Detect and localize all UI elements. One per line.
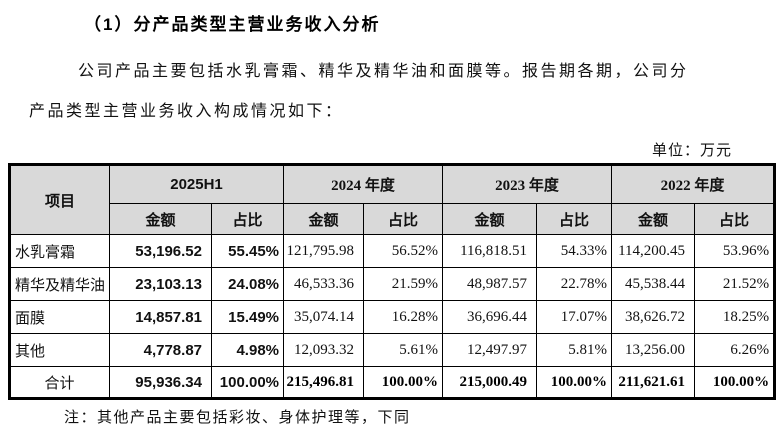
amount-cell: 215,000.49 xyxy=(442,366,538,399)
ratio-cell: 56.52% xyxy=(363,234,444,268)
amount-cell: 35,074.14 xyxy=(283,300,365,334)
period-header-2025h1: 2025H1 xyxy=(108,164,285,204)
row-label: 水乳膏霜 xyxy=(9,234,110,268)
unit-label: 单位：万元 xyxy=(652,143,733,159)
ratio-cell: 100.00% xyxy=(536,366,613,399)
col-header-ratio: 占比 xyxy=(536,203,613,235)
ratio-cell: 21.52% xyxy=(694,267,776,301)
ratio-cell: 100.00% xyxy=(210,366,285,399)
col-header-amount: 金额 xyxy=(283,203,365,235)
ratio-cell: 4.98% xyxy=(210,333,285,367)
ratio-cell: 15.49% xyxy=(210,300,285,334)
table-row-skincare: 水乳膏霜 53,196.52 55.45% 121,795.98 56.52% … xyxy=(9,234,776,268)
row-label: 精华及精华油 xyxy=(9,267,110,301)
ratio-cell: 100.00% xyxy=(363,366,444,399)
row-label: 其他 xyxy=(9,333,110,367)
amount-cell: 12,093.32 xyxy=(283,333,365,367)
amount-cell: 114,200.45 xyxy=(611,234,696,268)
amount-cell: 45,538.44 xyxy=(611,267,696,301)
section-title: （1）分产品类型主营业务收入分析 xyxy=(84,15,381,34)
amount-cell: 36,696.44 xyxy=(442,300,538,334)
period-header-2024: 2024 年度 xyxy=(283,164,444,204)
col-header-amount: 金额 xyxy=(442,203,538,235)
sub-header-row: 金额 占比 金额 占比 金额 占比 金额 占比 xyxy=(10,203,776,235)
amount-cell: 53,196.52 xyxy=(109,234,212,268)
table-body: 水乳膏霜 53,196.52 55.45% 121,795.98 56.52% … xyxy=(9,234,776,399)
period-header-2023: 2023 年度 xyxy=(442,164,613,204)
ratio-cell: 5.61% xyxy=(363,333,444,367)
ratio-cell: 21.59% xyxy=(363,267,444,301)
amount-cell: 12,497.97 xyxy=(442,333,538,367)
table-row-mask: 面膜 14,857.81 15.49% 35,074.14 16.28% 36,… xyxy=(9,300,776,334)
col-header-amount: 金额 xyxy=(109,203,212,235)
amount-cell: 4,778.87 xyxy=(109,333,212,367)
col-header-ratio: 占比 xyxy=(210,203,285,235)
period-header-row: 项目 2025H1 2024 年度 2023 年度 2022 年度 xyxy=(9,164,776,235)
amount-cell: 38,626.72 xyxy=(611,300,696,334)
ratio-cell: 55.45% xyxy=(210,234,285,268)
period-header-2022: 2022 年度 xyxy=(611,164,776,204)
amount-cell: 46,533.36 xyxy=(283,267,365,301)
table-row-total: 合计 95,936.34 100.00% 215,496.81 100.00% … xyxy=(9,366,776,399)
ratio-cell: 6.26% xyxy=(694,333,776,367)
ratio-cell: 54.33% xyxy=(536,234,613,268)
amount-cell: 13,256.00 xyxy=(611,333,696,367)
ratio-cell: 100.00% xyxy=(694,366,776,399)
paragraph-line-1: 公司产品主要包括水乳膏霜、精华及精华油和面膜等。报告期各期，公司分 xyxy=(78,63,689,80)
ratio-cell: 16.28% xyxy=(363,300,444,334)
row-label-total: 合计 xyxy=(9,366,110,399)
amount-cell: 121,795.98 xyxy=(283,234,365,268)
ratio-cell: 5.81% xyxy=(536,333,613,367)
amount-cell: 215,496.81 xyxy=(283,366,365,399)
amount-cell: 23,103.13 xyxy=(109,267,212,301)
row-label: 面膜 xyxy=(9,300,110,334)
col-header-ratio: 占比 xyxy=(363,203,444,235)
table-row-other: 其他 4,778.87 4.98% 12,093.32 5.61% 12,497… xyxy=(9,333,776,367)
amount-cell: 48,987.57 xyxy=(442,267,538,301)
col-header-amount: 金额 xyxy=(611,203,696,235)
table-row-essence: 精华及精华油 23,103.13 24.08% 46,533.36 21.59%… xyxy=(9,267,776,301)
ratio-cell: 18.25% xyxy=(694,300,776,334)
amount-cell: 95,936.34 xyxy=(109,366,212,399)
ratio-cell: 22.78% xyxy=(536,267,613,301)
col-header-ratio: 占比 xyxy=(694,203,776,235)
revenue-by-product-table: 项目 2025H1 2024 年度 2023 年度 2022 年度 金额 占比 … xyxy=(8,163,777,400)
table-header: 项目 2025H1 2024 年度 2023 年度 2022 年度 金额 占比 … xyxy=(9,164,776,235)
amount-cell: 14,857.81 xyxy=(109,300,212,334)
amount-cell: 211,621.61 xyxy=(611,366,696,399)
ratio-cell: 17.07% xyxy=(536,300,613,334)
footnote: 注：其他产品主要包括彩妆、身体护理等，下同 xyxy=(64,410,411,426)
paragraph-line-2: 产品类型主营业务收入构成情况如下： xyxy=(29,103,344,120)
col-header-item: 项目 xyxy=(9,164,110,235)
amount-cell: 116,818.51 xyxy=(442,234,538,268)
ratio-cell: 53.96% xyxy=(694,234,776,268)
ratio-cell: 24.08% xyxy=(210,267,285,301)
